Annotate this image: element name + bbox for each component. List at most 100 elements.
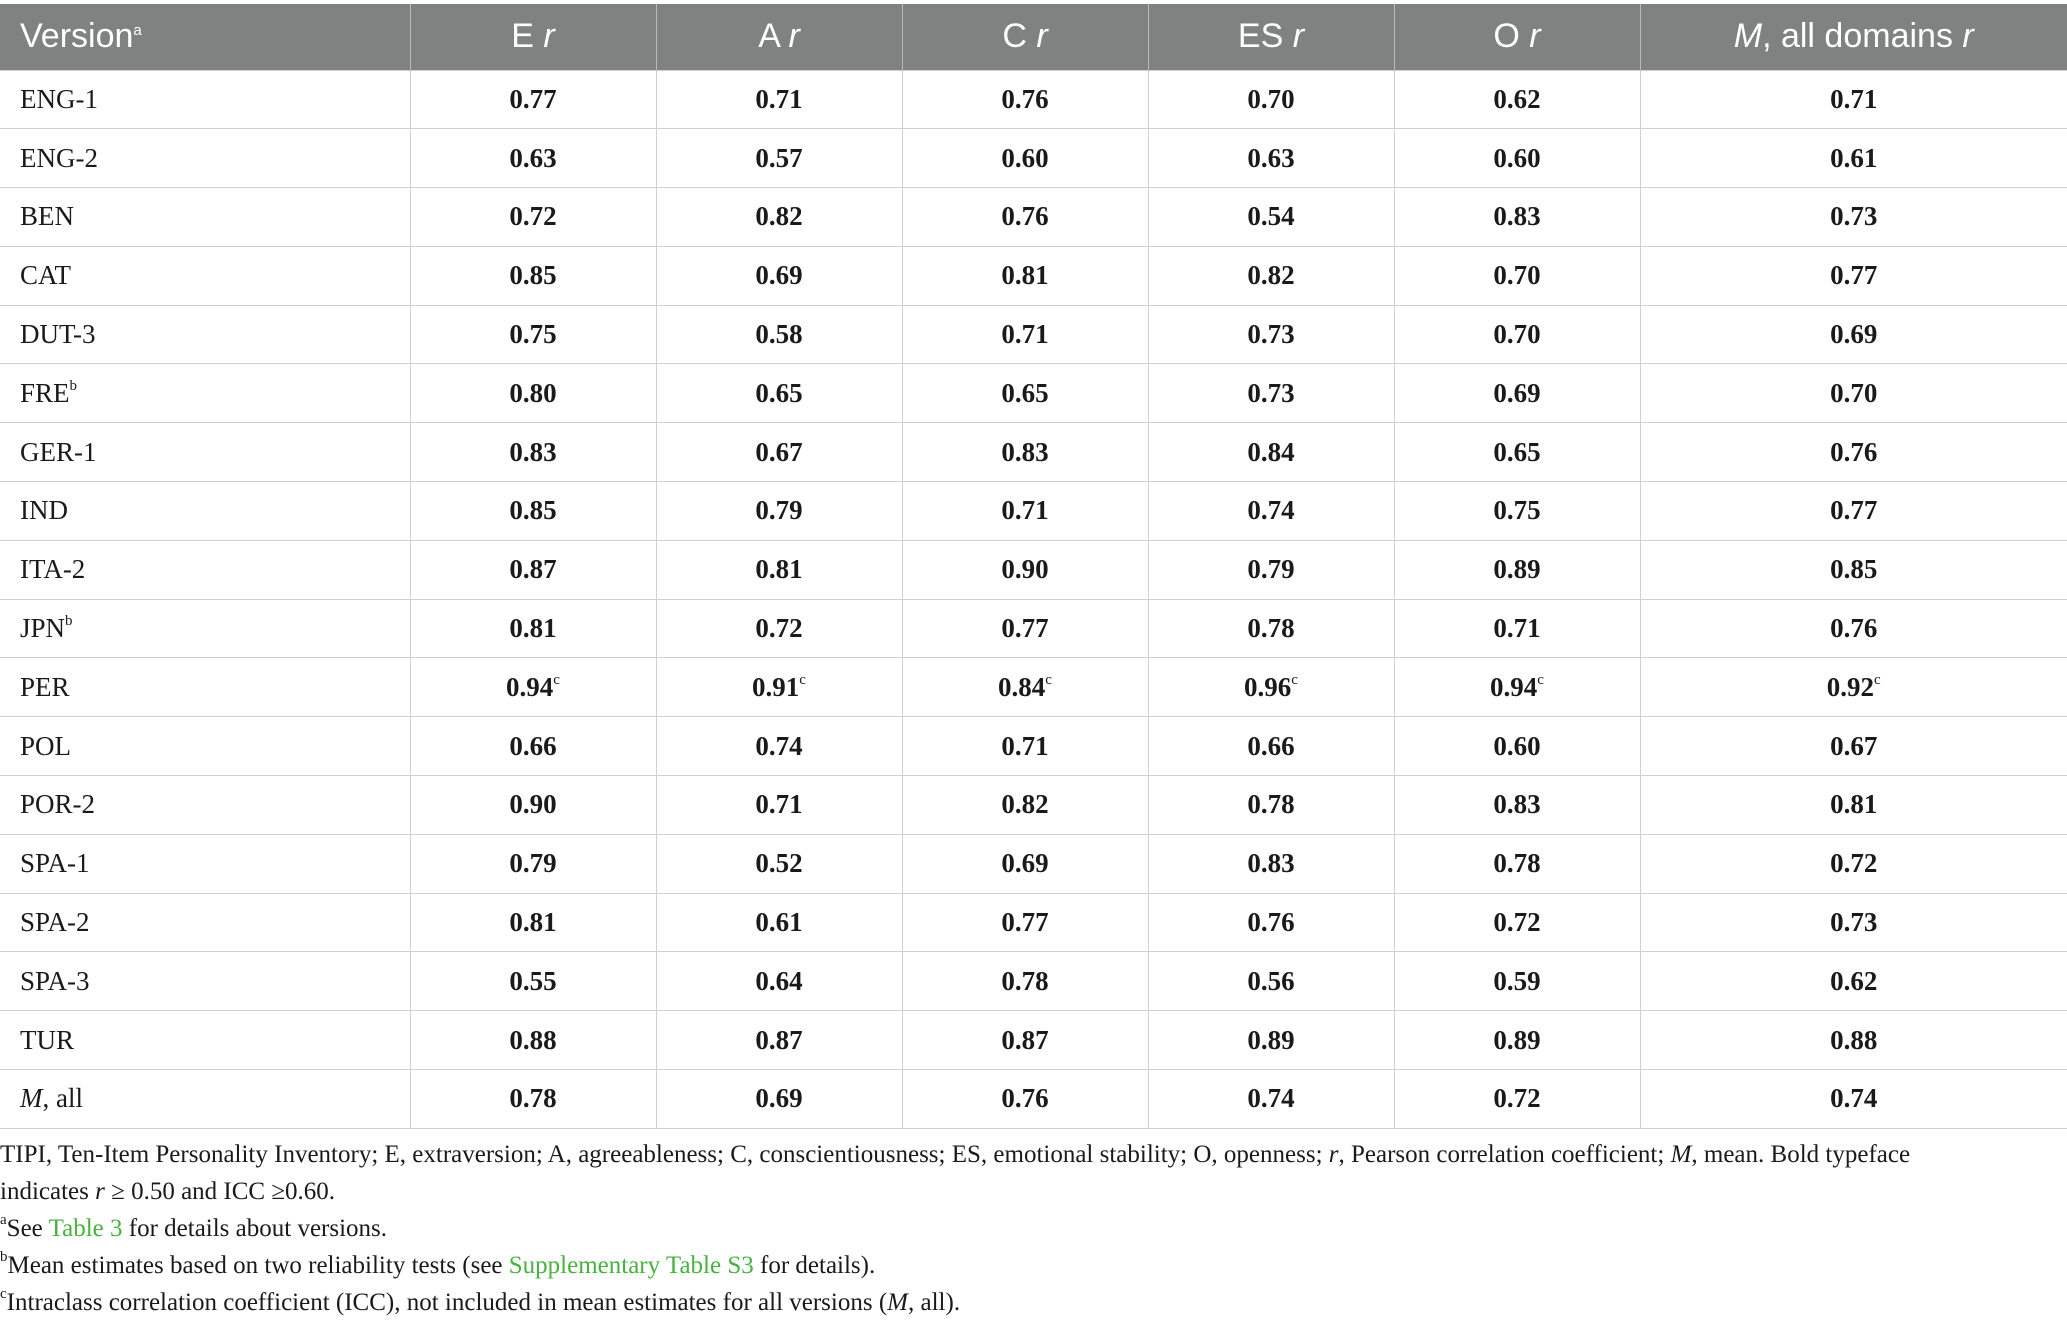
cell-version: SPA-3 xyxy=(0,951,411,1012)
header-c: C r xyxy=(901,4,1148,70)
cell-e: 0.85 xyxy=(409,245,657,306)
cell-c: 0.71 xyxy=(901,716,1149,777)
cell-e: 0.75 xyxy=(409,304,657,365)
cell-o: 0.75 xyxy=(1393,481,1641,541)
cell-version: POR-2 xyxy=(0,775,411,835)
header-o: O r xyxy=(1393,4,1640,70)
cell-version: DUT-3 xyxy=(0,304,411,365)
table-row: GER-1 0.83 0.67 0.83 0.84 0.65 0.76 xyxy=(0,422,2067,483)
header-es: ES r xyxy=(1147,4,1394,70)
cell-mean: 0.74 xyxy=(1639,1069,2067,1129)
cell-a: 0.61 xyxy=(655,892,903,953)
table-row: POL 0.66 0.74 0.71 0.66 0.60 0.67 xyxy=(0,716,2067,777)
cell-a: 0.57 xyxy=(655,128,903,189)
cell-o: 0.70 xyxy=(1393,304,1641,365)
cell-e: 0.63 xyxy=(409,128,657,189)
table-row: FREb 0.80 0.65 0.65 0.73 0.69 0.70 xyxy=(0,363,2067,424)
cell-e: 0.77 xyxy=(409,69,657,130)
cell-c: 0.71 xyxy=(901,481,1149,541)
cell-mean: 0.62 xyxy=(1639,951,2067,1012)
cell-a: 0.71 xyxy=(655,775,903,835)
header-version: Versiona xyxy=(20,17,142,56)
cell-mean: 0.69 xyxy=(1639,304,2067,365)
cell-mean: 0.67 xyxy=(1639,716,2067,777)
header-mean: M, all domains r xyxy=(1639,4,2067,70)
cell-e: 0.87 xyxy=(409,539,657,600)
cell-e: 0.79 xyxy=(409,833,657,894)
cell-o: 0.60 xyxy=(1393,716,1641,777)
cell-es: 0.83 xyxy=(1147,833,1395,894)
cell-mean: 0.72 xyxy=(1639,833,2067,894)
cell-o: 0.69 xyxy=(1393,363,1641,424)
cell-o: 0.60 xyxy=(1393,128,1641,189)
cell-e: 0.80 xyxy=(409,363,657,424)
cell-e: 0.90 xyxy=(409,775,657,835)
cell-o: 0.94c xyxy=(1393,657,1641,718)
header-a: A r xyxy=(655,4,902,70)
table-header: Versiona E r A r C r ES r O r M, all dom… xyxy=(0,4,2067,70)
table-row: SPA-3 0.55 0.64 0.78 0.56 0.59 0.62 xyxy=(0,951,2067,1012)
cell-a: 0.64 xyxy=(655,951,903,1012)
cell-a: 0.71 xyxy=(655,69,903,130)
cell-e: 0.85 xyxy=(409,481,657,541)
cell-version: M, all xyxy=(0,1069,411,1129)
cell-es: 0.56 xyxy=(1147,951,1395,1012)
cell-es: 0.74 xyxy=(1147,481,1395,541)
table-row: ENG-1 0.77 0.71 0.76 0.70 0.62 0.71 xyxy=(0,69,2067,130)
cell-es: 0.79 xyxy=(1147,539,1395,600)
supplementary-table-link[interactable]: Supplementary Table S3 xyxy=(508,1252,754,1279)
table-body: ENG-1 0.77 0.71 0.76 0.70 0.62 0.71 ENG-2 0.63 0.… xyxy=(0,69,2067,1129)
cell-e: 0.66 xyxy=(409,716,657,777)
cell-o: 0.72 xyxy=(1393,892,1641,953)
cell-es: 0.84 xyxy=(1147,422,1395,483)
mean-row: M, all 0.78 0.69 0.76 0.74 0.72 0.74 xyxy=(0,1069,2067,1129)
cell-a: 0.72 xyxy=(655,598,903,659)
cell-c: 0.81 xyxy=(901,245,1149,306)
cell-version: FREb xyxy=(0,363,411,424)
cell-es: 0.78 xyxy=(1147,775,1395,835)
cell-es: 0.54 xyxy=(1147,187,1395,247)
cell-mean: 0.70 xyxy=(1639,363,2067,424)
cell-e: 0.72 xyxy=(409,187,657,247)
reliability-table: Versiona E r A r C r ES r O r M, all dom… xyxy=(0,4,2067,1129)
cell-c: 0.83 xyxy=(901,422,1149,483)
cell-a: 0.69 xyxy=(655,1069,903,1129)
cell-a: 0.91c xyxy=(655,657,903,718)
cell-version: GER-1 xyxy=(0,422,411,483)
cell-mean: 0.76 xyxy=(1639,422,2067,483)
cell-c: 0.71 xyxy=(901,304,1149,365)
cell-e: 0.78 xyxy=(409,1069,657,1129)
cell-o: 0.89 xyxy=(1393,1010,1641,1071)
table-footnotes: TIPI, Ten-Item Personality Inventory; E,… xyxy=(0,1136,2060,1321)
table-row: SPA-2 0.81 0.61 0.77 0.76 0.72 0.73 xyxy=(0,892,2067,953)
cell-version: TUR xyxy=(0,1010,411,1071)
cell-es: 0.78 xyxy=(1147,598,1395,659)
cell-version: CAT xyxy=(0,245,411,306)
cell-c: 0.78 xyxy=(901,951,1149,1012)
cell-version: PER xyxy=(0,657,411,718)
cell-a: 0.87 xyxy=(655,1010,903,1071)
cell-a: 0.81 xyxy=(655,539,903,600)
table-3-link[interactable]: Table 3 xyxy=(48,1215,123,1242)
table-row: JPNb 0.81 0.72 0.77 0.78 0.71 0.76 xyxy=(0,598,2067,659)
table-row: CAT 0.85 0.69 0.81 0.82 0.70 0.77 xyxy=(0,245,2067,306)
table-row: TUR 0.88 0.87 0.87 0.89 0.89 0.88 xyxy=(0,1010,2067,1071)
cell-c: 0.82 xyxy=(901,775,1149,835)
table-row: IND 0.85 0.79 0.71 0.74 0.75 0.77 xyxy=(0,481,2067,541)
cell-version: POL xyxy=(0,716,411,777)
cell-es: 0.70 xyxy=(1147,69,1395,130)
cell-es: 0.73 xyxy=(1147,363,1395,424)
table-row: ITA-2 0.87 0.81 0.90 0.79 0.89 0.85 xyxy=(0,539,2067,600)
cell-a: 0.58 xyxy=(655,304,903,365)
cell-es: 0.66 xyxy=(1147,716,1395,777)
cell-e: 0.55 xyxy=(409,951,657,1012)
cell-c: 0.69 xyxy=(901,833,1149,894)
cell-mean: 0.73 xyxy=(1639,187,2067,247)
cell-es: 0.89 xyxy=(1147,1010,1395,1071)
table-row: DUT-3 0.75 0.58 0.71 0.73 0.70 0.69 xyxy=(0,304,2067,365)
cell-e: 0.81 xyxy=(409,598,657,659)
cell-o: 0.83 xyxy=(1393,187,1641,247)
cell-es: 0.74 xyxy=(1147,1069,1395,1129)
cell-c: 0.76 xyxy=(901,1069,1149,1129)
cell-o: 0.72 xyxy=(1393,1069,1641,1129)
